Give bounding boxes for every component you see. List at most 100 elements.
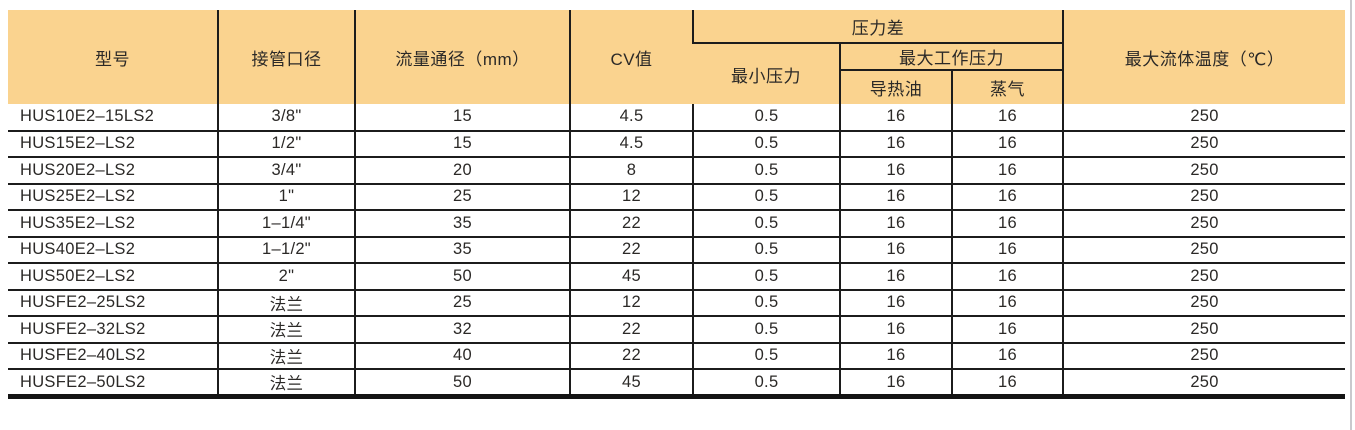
cell-model: HUSFE2–32LS2	[8, 316, 218, 344]
cell-temp: 250	[1062, 157, 1346, 185]
cell-flow: 32	[354, 316, 570, 344]
cell-flow: 35	[354, 210, 570, 238]
cell-min_p: 0.5	[692, 104, 840, 132]
cell-pipe: 3/4"	[217, 157, 355, 185]
cell-steam: 16	[950, 157, 1064, 185]
cell-model: HUS20E2–LS2	[8, 157, 218, 185]
cell-min_p: 0.5	[692, 157, 840, 185]
cell-min_p: 0.5	[692, 183, 840, 211]
cell-pipe: 法兰	[217, 342, 355, 370]
header-model: 型号	[8, 10, 218, 104]
header-pressure-diff-group: 压力差	[691, 10, 1064, 44]
cell-pipe: 1–1/2"	[217, 236, 355, 264]
table-row: HUSFE2–40LS2 法兰 40 22 0.5 16 16 250	[8, 342, 1346, 370]
cell-flow: 35	[354, 236, 570, 264]
cell-oil: 16	[839, 157, 952, 185]
cell-flow: 25	[354, 183, 570, 211]
cell-model: HUS25E2–LS2	[8, 183, 218, 211]
cell-oil: 16	[839, 130, 952, 158]
cell-temp: 250	[1062, 104, 1346, 132]
cell-pipe: 法兰	[217, 369, 355, 399]
cell-steam: 16	[950, 369, 1064, 399]
cell-model: HUS10E2–15LS2	[8, 104, 218, 132]
cell-steam: 16	[950, 130, 1064, 158]
cell-min_p: 0.5	[692, 236, 840, 264]
header-steam: 蒸气	[950, 70, 1064, 104]
cell-model: HUS35E2–LS2	[8, 210, 218, 238]
table-row: HUS50E2–LS2 2" 50 45 0.5 16 16 250	[8, 263, 1346, 291]
cell-min_p: 0.5	[692, 263, 840, 291]
cell-cv: 45	[569, 369, 693, 399]
spec-table-body: HUS10E2–15LS2 3/8" 15 4.5 0.5 16 16 250 HUS15E2–…	[8, 104, 1346, 399]
cell-oil: 16	[839, 236, 952, 264]
table-row: HUS10E2–15LS2 3/8" 15 4.5 0.5 16 16 250	[8, 104, 1346, 132]
cell-temp: 250	[1062, 130, 1346, 158]
cell-min_p: 0.5	[692, 289, 840, 317]
cell-flow: 20	[354, 157, 570, 185]
cell-min_p: 0.5	[692, 369, 840, 399]
header-max-working-pressure-group: 最大工作压力	[838, 43, 1064, 71]
cell-oil: 16	[839, 289, 952, 317]
cell-steam: 16	[950, 183, 1064, 211]
header-min-pressure: 最小压力	[693, 43, 840, 104]
cell-steam: 16	[950, 289, 1064, 317]
cell-cv: 12	[569, 183, 693, 211]
cell-temp: 250	[1062, 342, 1346, 370]
cell-model: HUS15E2–LS2	[8, 130, 218, 158]
cell-temp: 250	[1062, 289, 1346, 317]
cell-pipe: 1/2"	[217, 130, 355, 158]
header-heat-oil: 导热油	[839, 70, 952, 104]
table-row: HUS15E2–LS2 1/2" 15 4.5 0.5 16 16 250	[8, 130, 1346, 158]
table-row: HUS20E2–LS2 3/4" 20 8 0.5 16 16 250	[8, 157, 1346, 185]
cell-model: HUS50E2–LS2	[8, 263, 218, 291]
cell-model: HUS40E2–LS2	[8, 236, 218, 264]
spec-table-header: 型号 接管口径 流量通径（mm） CV值 压力差 最大流体温度（℃） 最小压力 …	[8, 10, 1346, 104]
cell-cv: 4.5	[569, 130, 693, 158]
cell-oil: 16	[839, 369, 952, 399]
table-row: HUS25E2–LS2 1" 25 12 0.5 16 16 250	[8, 183, 1346, 211]
cell-temp: 250	[1062, 316, 1346, 344]
cell-flow: 15	[354, 104, 570, 132]
cell-cv: 45	[569, 263, 693, 291]
table-row: HUSFE2–50LS2 法兰 50 45 0.5 16 16 250	[8, 369, 1346, 399]
page-edge-line	[1350, 0, 1352, 430]
cell-oil: 16	[839, 342, 952, 370]
table-row: HUS35E2–LS2 1–1/4" 35 22 0.5 16 16 250	[8, 210, 1346, 238]
cell-flow: 40	[354, 342, 570, 370]
cell-steam: 16	[950, 342, 1064, 370]
cell-oil: 16	[839, 316, 952, 344]
cell-model: HUSFE2–50LS2	[8, 369, 218, 399]
cell-cv: 22	[569, 342, 693, 370]
cell-model: HUSFE2–25LS2	[8, 289, 218, 317]
cell-oil: 16	[839, 183, 952, 211]
cell-oil: 16	[839, 104, 952, 132]
header-flow-diameter: 流量通径（mm）	[354, 10, 570, 104]
cell-cv: 22	[569, 316, 693, 344]
cell-oil: 16	[839, 263, 952, 291]
cell-flow: 50	[354, 263, 570, 291]
cell-flow: 25	[354, 289, 570, 317]
cell-pipe: 3/8"	[217, 104, 355, 132]
cell-flow: 50	[354, 369, 570, 399]
cell-cv: 22	[569, 210, 693, 238]
cell-cv: 8	[569, 157, 693, 185]
cell-oil: 16	[839, 210, 952, 238]
table-row: HUS40E2–LS2 1–1/2" 35 22 0.5 16 16 250	[8, 236, 1346, 264]
cell-temp: 250	[1062, 210, 1346, 238]
cell-min_p: 0.5	[692, 342, 840, 370]
cell-pipe: 法兰	[217, 316, 355, 344]
cell-temp: 250	[1062, 263, 1346, 291]
cell-cv: 4.5	[569, 104, 693, 132]
header-pipe-size: 接管口径	[217, 10, 355, 104]
header-max-fluid-temp: 最大流体温度（℃）	[1062, 10, 1346, 104]
cell-min_p: 0.5	[692, 316, 840, 344]
valve-spec-table: 型号 接管口径 流量通径（mm） CV值 压力差 最大流体温度（℃） 最小压力 …	[8, 10, 1346, 399]
cell-pipe: 1–1/4"	[217, 210, 355, 238]
cell-min_p: 0.5	[692, 210, 840, 238]
cell-steam: 16	[950, 104, 1064, 132]
cell-min_p: 0.5	[692, 130, 840, 158]
cell-cv: 22	[569, 236, 693, 264]
cell-pipe: 法兰	[217, 289, 355, 317]
cell-cv: 12	[569, 289, 693, 317]
